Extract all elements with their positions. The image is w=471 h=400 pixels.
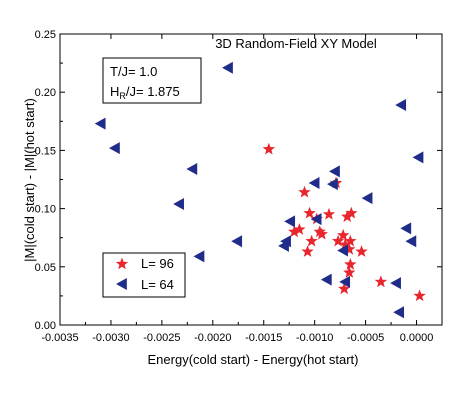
data-point-l64-triangle [361, 192, 373, 205]
legend: L= 96 L= 64 [102, 252, 186, 298]
data-point-l64-triangle [393, 306, 405, 319]
data-point-l64-triangle [329, 165, 340, 178]
data-point-l64-triangle [390, 277, 401, 290]
data-point-l64-triangle [109, 142, 120, 155]
x-tick-label: -0.0035 [41, 332, 78, 344]
data-point-l64-triangle [278, 239, 289, 252]
y-tick-label: 0.00 [35, 320, 56, 332]
data-point-l64-triangle [231, 235, 243, 248]
data-point-l64-triangle [400, 222, 412, 235]
data-point-l64-triangle [193, 250, 205, 263]
legend-triangle-icon [116, 278, 127, 290]
x-tick-label: -0.0005 [347, 332, 384, 344]
data-point-l96-star [315, 227, 328, 240]
data-point-l96-star [413, 289, 426, 302]
data-point-l96-star [298, 185, 311, 198]
data-point-l64-triangle [320, 273, 332, 286]
legend-star-icon [115, 257, 129, 270]
legend-box [102, 252, 186, 298]
data-point-l64-triangle [412, 151, 424, 164]
data-points [94, 61, 426, 319]
legend-label-l96: L= 96 [141, 256, 174, 271]
y-tick-label: 0.15 [35, 145, 56, 157]
data-point-l64-triangle [395, 99, 407, 112]
data-point-l96-star [337, 228, 350, 241]
y-axis-label: |M|(cold start) - |M|(hot start) [22, 98, 37, 262]
data-point-l96-star [303, 206, 316, 219]
data-point-l64-triangle [327, 178, 338, 191]
annotation-temperature: T/J= 1.0 [110, 64, 157, 79]
data-point-l96-star [288, 225, 301, 238]
data-point-l64-triangle [339, 275, 351, 288]
chart-title: 3D Random-Field XY Model [215, 36, 377, 51]
data-point-l64-triangle [186, 163, 198, 176]
y-axis-ticks: 0.00 0.05 0.10 0.15 0.20 0.25 [35, 29, 442, 332]
data-point-l96-star [305, 234, 318, 247]
data-point-l96-star [338, 282, 351, 295]
data-point-l64-triangle [222, 61, 233, 74]
x-tick-label: -0.0020 [194, 332, 231, 344]
data-point-l64-triangle [337, 244, 348, 257]
data-point-l96-star [293, 223, 306, 235]
legend-marker-l96 [115, 257, 129, 270]
parameter-annotation: T/J= 1.0 HR/J= 1.875 [102, 57, 202, 104]
data-point-l96-star [343, 266, 356, 278]
data-point-l64-triangle [94, 117, 106, 130]
data-point-l96-star [339, 238, 352, 250]
data-point-l64-triangle [173, 197, 184, 210]
data-point-l96-star [374, 275, 388, 288]
y-tick-label: 0.20 [35, 87, 56, 99]
x-tick-label: 0.0000 [400, 332, 434, 344]
data-point-l64-triangle [308, 176, 320, 189]
y-tick-label: 0.25 [35, 29, 56, 41]
data-point-l96-star [262, 142, 276, 155]
data-point-l64-triangle [310, 213, 322, 226]
y-tick-label: 0.05 [35, 262, 56, 274]
data-point-l96-star [345, 206, 358, 219]
data-point-l96-star [344, 257, 357, 270]
data-point-l96-star [355, 245, 368, 257]
data-point-l96-star [331, 234, 345, 247]
annotation-box [102, 57, 202, 104]
data-point-l96-star [341, 210, 354, 223]
data-point-l96-star [322, 207, 336, 220]
x-tick-label: -0.0015 [245, 332, 282, 344]
data-point-l64-triangle [405, 235, 417, 248]
legend-marker-l64 [116, 278, 127, 290]
x-tick-label: -0.0010 [296, 332, 333, 344]
x-axis-ticks: -0.0035 -0.0030 -0.0025 -0.0020 -0.0015 -0.00… [41, 34, 433, 344]
data-point-l96-star [313, 225, 326, 238]
y-tick-label: 0.10 [35, 204, 56, 216]
legend-label-l64: L= 64 [141, 277, 174, 292]
data-point-l96-star [344, 234, 357, 247]
annotation-field: HR/J= 1.875 [110, 84, 180, 101]
data-point-l64-triangle [284, 215, 296, 228]
x-tick-label: -0.0030 [92, 332, 129, 344]
x-axis-label: Energy(cold start) - Energy(hot start) [148, 352, 359, 367]
data-point-l96-star [301, 245, 314, 257]
data-point-l96-star [343, 242, 356, 255]
x-tick-label: -0.0025 [143, 332, 180, 344]
